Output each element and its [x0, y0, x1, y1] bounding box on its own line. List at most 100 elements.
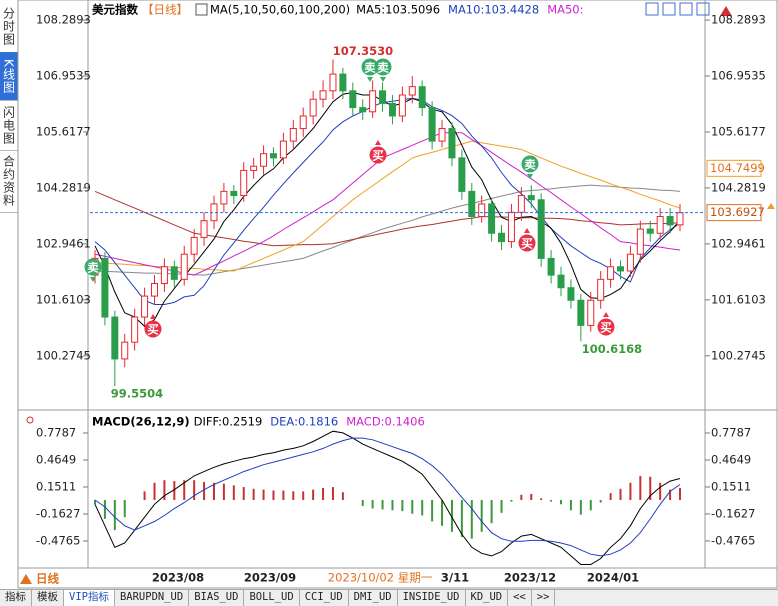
candle-body	[160, 266, 168, 285]
signal-marker[interactable]: 买	[518, 228, 536, 252]
header-text: 【日线】	[142, 3, 188, 17]
candle-body	[111, 316, 119, 360]
scroll-icon[interactable]	[767, 203, 775, 209]
tab[interactable]: BOLL_UD	[244, 590, 300, 606]
price-annotation: 100.6168	[582, 342, 642, 356]
header-text: MACD(26,12,9)	[92, 415, 190, 429]
x-tick-label: 2023/10/02 星期一	[328, 571, 433, 585]
tab[interactable]: CCI_UD	[300, 590, 349, 606]
macd-line	[94, 430, 681, 565]
candle-body	[349, 90, 357, 109]
tool-icon[interactable]	[696, 2, 710, 16]
signal-circle	[518, 234, 536, 252]
signal-circle	[374, 58, 392, 76]
tab[interactable]: 模板	[32, 590, 64, 606]
tool-icon[interactable]	[662, 2, 676, 16]
y-tick-label: 108.2893	[711, 13, 766, 27]
y-tick-label: 0.7787	[36, 426, 76, 440]
sidebar-tab[interactable]: 合约资料	[0, 150, 18, 213]
y-tick-label: 104.2819	[711, 180, 766, 194]
sidebar-tab[interactable]: 闪电图	[0, 100, 18, 151]
y-tick-label: 0.4649	[36, 452, 76, 466]
signal-circle	[361, 58, 379, 76]
header-text: MA(5,10,50,60,100,200)	[210, 3, 350, 17]
y-tick-label: 0.7787	[711, 426, 751, 440]
tool-icon[interactable]	[679, 2, 693, 16]
signal-circle	[84, 258, 102, 276]
signal-marker[interactable]: 买	[144, 314, 162, 338]
signal-label: 买	[600, 321, 612, 335]
y-tick-label: -0.1627	[36, 506, 80, 520]
tab[interactable]: BARUPDN_UD	[115, 590, 190, 606]
candle-body	[607, 266, 615, 280]
candle-body	[339, 73, 347, 92]
signal-marker[interactable]: 买	[369, 140, 387, 164]
signal-arrow	[524, 228, 530, 233]
crosshair-icon[interactable]	[26, 416, 34, 424]
tab[interactable]: VIP指标	[64, 590, 115, 606]
candle-body	[468, 190, 476, 218]
up-icon[interactable]	[720, 6, 732, 16]
candle-body	[131, 316, 139, 343]
ma-icon[interactable]	[195, 3, 208, 16]
signal-arrow	[380, 77, 386, 82]
candle-body	[666, 216, 674, 226]
header-text: MA10:103.4428	[448, 3, 539, 17]
candle-body	[428, 107, 436, 142]
candle-body	[617, 266, 625, 272]
candle-body	[289, 128, 297, 142]
signal-marker[interactable]: 卖	[521, 155, 539, 180]
candle-body	[438, 128, 446, 142]
signal-label: 卖	[524, 158, 536, 172]
ma-line	[94, 91, 681, 327]
signal-label: 卖	[377, 61, 389, 75]
period-icon[interactable]	[20, 574, 32, 584]
candle-body	[646, 228, 654, 234]
candle-body	[319, 90, 327, 100]
y-tick-label: 104.2819	[36, 180, 91, 194]
signal-circle	[521, 155, 539, 173]
signal-marker[interactable]: 卖	[374, 58, 392, 83]
ma-line	[94, 140, 681, 272]
candle-body	[379, 90, 387, 104]
y-tick-label: 106.9535	[36, 69, 91, 83]
header-text: MACD:0.1406	[346, 415, 425, 429]
y-tick-label: 101.6103	[711, 292, 766, 306]
price-annotation: 99.5504	[111, 387, 163, 401]
candle-body	[388, 102, 396, 117]
candle-body	[190, 236, 198, 255]
signal-marker[interactable]: 买	[597, 312, 615, 336]
candle-body	[220, 190, 228, 205]
tool-icon[interactable]	[645, 2, 659, 16]
tab[interactable]: BIAS_UD	[189, 590, 245, 606]
tab[interactable]: KD_UD	[466, 590, 509, 606]
candle-body	[230, 190, 238, 197]
sidebar-tab[interactable]: K线图	[0, 52, 18, 101]
candle-body	[121, 341, 129, 360]
signal-circle	[144, 320, 162, 338]
signal-label: 买	[372, 149, 384, 163]
candle-body	[597, 278, 605, 301]
tab-bar: 指标 模板 VIP指标 BARUPDN_UD BIAS_UD BOLL_UD CCI_UD D…	[0, 589, 778, 606]
tab[interactable]: <<	[508, 590, 532, 606]
signal-marker[interactable]: 卖	[361, 58, 379, 83]
candle-body	[557, 274, 565, 289]
signal-marker[interactable]: 卖	[84, 258, 102, 283]
tab[interactable]: DMI_UD	[349, 590, 398, 606]
ma-tag-label: 104.7499	[710, 161, 765, 175]
period-button[interactable]: 日线	[36, 572, 59, 586]
y-tick-label: 102.9461	[711, 236, 766, 250]
candle-body	[488, 203, 496, 234]
candle-body	[240, 169, 248, 197]
y-tick-label: 102.9461	[36, 236, 91, 250]
tab[interactable]: 指标	[0, 590, 32, 606]
tab[interactable]: INSIDE_UD	[398, 590, 466, 606]
candle-body	[369, 90, 377, 113]
candle-body	[141, 295, 149, 318]
signal-arrow	[603, 312, 609, 317]
candle-body	[527, 195, 535, 201]
tab[interactable]: >>	[532, 590, 556, 606]
header-text: 美元指数	[92, 3, 138, 17]
candle-body	[517, 195, 525, 213]
